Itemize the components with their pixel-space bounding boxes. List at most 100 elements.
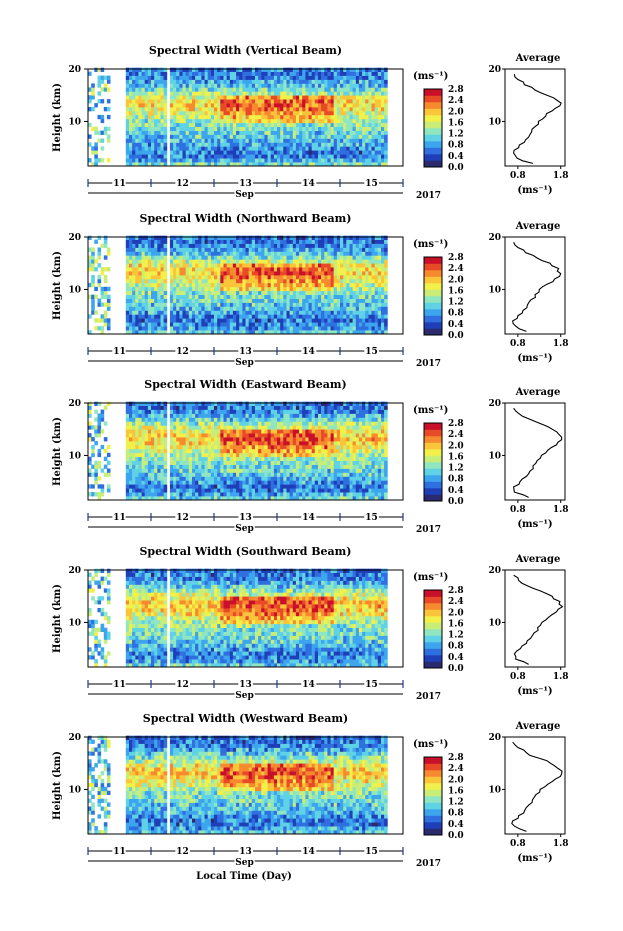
heatmap-cell — [311, 286, 316, 292]
heatmap-cell — [188, 95, 193, 100]
heatmap-cell — [132, 409, 136, 414]
heatmap-cell — [163, 95, 168, 100]
heatmap-cell — [327, 142, 331, 147]
heatmap-cell — [182, 267, 187, 272]
heatmap-cell — [176, 138, 180, 143]
heatmap-cell — [182, 448, 187, 454]
heatmap-cell — [195, 496, 199, 501]
heatmap-cell — [147, 326, 152, 331]
heatmap-cell — [280, 263, 284, 268]
heatmap-cell — [330, 306, 335, 311]
heatmap-cell — [106, 251, 111, 256]
heatmap-cell — [277, 326, 281, 331]
heatmap-cell — [163, 114, 168, 120]
heatmap-cell — [204, 255, 209, 260]
heatmap-cell — [371, 267, 376, 272]
heatmap-cell — [305, 138, 309, 143]
heatmap-cell — [239, 150, 243, 155]
heatmap-cell — [226, 275, 231, 280]
heatmap-cell — [151, 417, 155, 422]
heatmap-cell — [144, 413, 149, 418]
heatmap-cell — [151, 87, 155, 92]
heatmap-cell — [245, 255, 250, 260]
profile-y-tick-label: 10 — [488, 285, 501, 295]
heatmap-cell — [352, 75, 357, 80]
heatmap-cell — [318, 75, 322, 80]
heatmap-cell — [217, 243, 221, 248]
heatmap-cell — [147, 83, 152, 88]
heatmap-cell — [330, 278, 335, 284]
heatmap-cell — [245, 99, 250, 104]
heatmap-cell — [308, 99, 313, 104]
heatmap-cell — [311, 259, 316, 264]
heatmap-cell — [377, 298, 382, 303]
heatmap-cell — [163, 255, 168, 260]
heatmap-cell — [179, 298, 183, 303]
heatmap-cell — [251, 310, 256, 315]
heatmap-cell — [314, 162, 319, 167]
heatmap-cell — [270, 239, 275, 244]
heatmap-cell — [381, 99, 385, 104]
heatmap-cell — [343, 71, 347, 76]
heatmap-cell — [192, 118, 196, 124]
heatmap-cell — [129, 421, 133, 426]
heatmap-cell — [355, 150, 360, 155]
heatmap-cell — [321, 150, 325, 155]
heatmap-cell — [245, 150, 250, 155]
heatmap-cell — [292, 154, 297, 159]
heatmap-cell — [188, 484, 193, 489]
heatmap-cell — [157, 71, 161, 76]
heatmap-cell — [236, 294, 240, 299]
heatmap-cell — [286, 275, 291, 280]
heatmap-cell — [94, 150, 98, 155]
heatmap-cell — [182, 326, 187, 331]
heatmap-cell — [182, 126, 187, 131]
heatmap-cell — [144, 247, 149, 252]
heatmap-cell — [245, 126, 250, 131]
heatmap-cell — [232, 150, 237, 155]
heatmap-cell — [141, 83, 146, 88]
heatmap-cell — [270, 130, 275, 135]
heatmap-cell — [245, 235, 250, 240]
heatmap-cell — [358, 71, 363, 76]
heatmap-cell — [214, 267, 218, 272]
heatmap-cell — [305, 247, 309, 252]
heatmap-cell — [135, 290, 139, 295]
heatmap-cell — [210, 134, 215, 139]
heatmap-cell — [201, 275, 205, 280]
heatmap-cell — [192, 318, 196, 323]
heatmap-cell — [333, 146, 338, 151]
heatmap-cell — [283, 306, 287, 311]
heatmap-cell — [311, 150, 316, 155]
heatmap-cell — [305, 286, 309, 292]
heatmap-cell — [299, 95, 303, 100]
heatmap-cell — [226, 259, 231, 264]
heatmap-cell — [154, 126, 158, 131]
heatmap-cell — [355, 259, 360, 264]
heatmap-cell — [286, 103, 291, 108]
heatmap-cell — [151, 275, 155, 280]
heatmap-cell — [129, 110, 133, 116]
heatmap-cell — [371, 310, 376, 315]
heatmap-cell — [223, 278, 228, 284]
heatmap-cell — [302, 142, 306, 147]
heatmap-cell — [261, 243, 265, 248]
heatmap-cell — [132, 251, 136, 256]
heatmap-cell — [258, 306, 262, 311]
colorbar-tick-label: 0.0 — [448, 331, 464, 341]
heatmap-cell — [217, 142, 221, 147]
heatmap-cell — [163, 310, 168, 315]
heatmap-cell — [210, 306, 215, 311]
heatmap-cell — [163, 464, 168, 469]
heatmap-cell — [264, 158, 268, 163]
heatmap-cell — [305, 91, 309, 96]
heatmap-cell — [343, 67, 347, 72]
heatmap-cell — [106, 126, 111, 131]
heatmap-cell — [138, 302, 142, 307]
heatmap-cell — [258, 95, 262, 100]
heatmap-cell — [333, 158, 338, 163]
heatmap-cell — [223, 322, 228, 327]
heatmap-cell — [283, 278, 287, 284]
heatmap-cell — [195, 75, 199, 80]
colorbar-tick-label: 2.0 — [448, 107, 464, 117]
